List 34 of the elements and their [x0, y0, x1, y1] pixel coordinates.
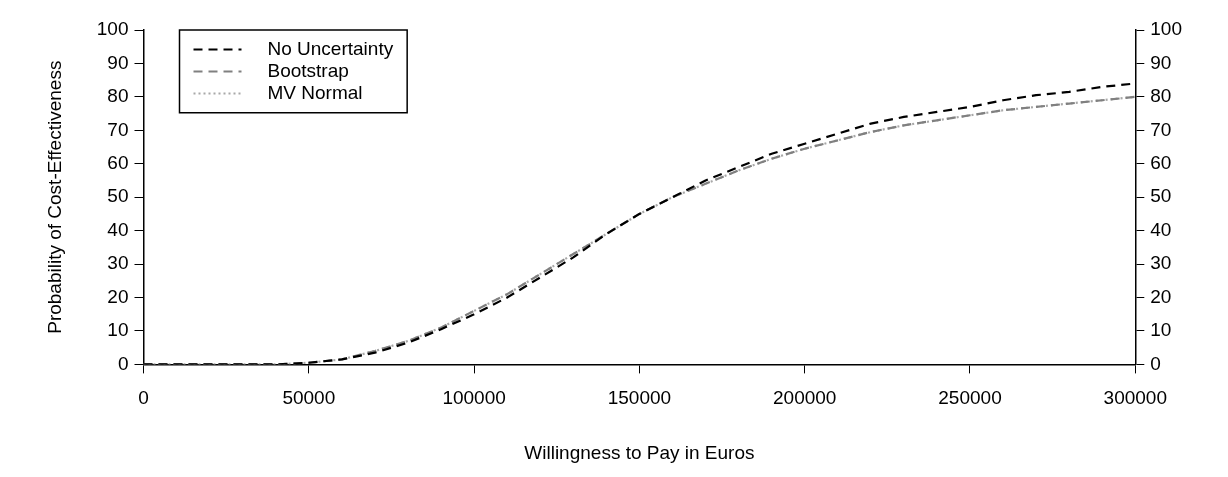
y2-tick-label: 10 [1150, 319, 1172, 341]
y-tick-label: 70 [107, 118, 129, 140]
x-tick-label: 50000 [282, 387, 336, 409]
y2-tick-label: 40 [1150, 218, 1172, 240]
x-tick-label: 300000 [1103, 387, 1167, 409]
y2-tick-label: 80 [1150, 85, 1172, 107]
legend-label: No Uncertainty [267, 37, 394, 59]
y2-tick-label: 50 [1150, 185, 1172, 207]
y2-tick-label: 30 [1150, 252, 1172, 274]
y-tick-label: 30 [107, 252, 129, 274]
y-axis-title: Probability of Cost-Effectiveness [43, 60, 65, 334]
y-tick-label: 0 [117, 352, 129, 374]
x-tick-label: 250000 [938, 387, 1002, 409]
y-tick-label: 20 [107, 285, 129, 307]
y-tick-label: 100 [96, 18, 129, 40]
y-tick-label: 10 [107, 319, 129, 341]
y2-tick-label: 90 [1150, 51, 1172, 73]
y2-tick-label: 70 [1150, 118, 1172, 140]
legend-label: MV Normal [267, 81, 363, 103]
x-tick-label: 100000 [442, 387, 506, 409]
x-axis-title: Willingness to Pay in Euros [524, 441, 755, 463]
x-tick-label: 0 [138, 387, 149, 409]
y-tick-label: 50 [107, 185, 129, 207]
y-tick-label: 90 [107, 51, 129, 73]
legend-label: Bootstrap [267, 59, 349, 81]
y2-tick-label: 100 [1150, 18, 1182, 40]
x-tick-label: 150000 [607, 387, 672, 409]
y2-tick-label: 0 [1150, 352, 1161, 374]
y-tick-label: 40 [107, 218, 129, 240]
x-tick-label: 200000 [773, 387, 837, 409]
y-tick-label: 80 [107, 85, 129, 107]
y2-tick-label: 60 [1150, 151, 1172, 173]
y2-tick-label: 20 [1150, 285, 1172, 307]
y-tick-label: 60 [107, 151, 129, 173]
